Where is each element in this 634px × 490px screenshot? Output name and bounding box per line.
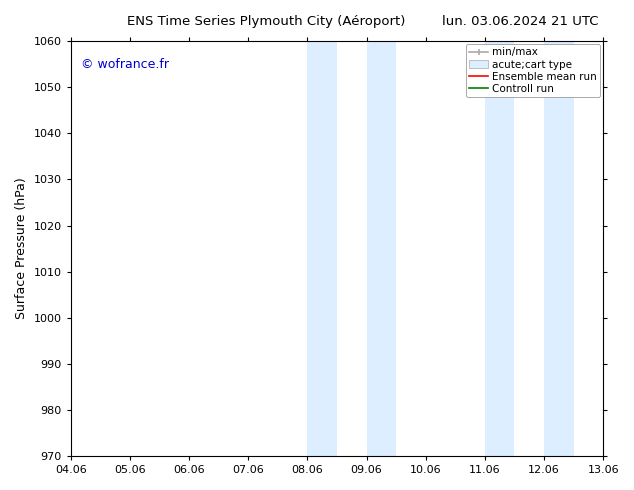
Legend: min/max, acute;cart type, Ensemble mean run, Controll run: min/max, acute;cart type, Ensemble mean … (466, 44, 600, 97)
Text: ENS Time Series Plymouth City (Aéroport): ENS Time Series Plymouth City (Aéroport) (127, 15, 406, 28)
Y-axis label: Surface Pressure (hPa): Surface Pressure (hPa) (15, 178, 28, 319)
Text: © wofrance.fr: © wofrance.fr (81, 58, 169, 71)
Text: lun. 03.06.2024 21 UTC: lun. 03.06.2024 21 UTC (442, 15, 598, 28)
Bar (366, 41, 396, 456)
Bar (485, 41, 514, 456)
Bar (307, 41, 337, 456)
Bar (544, 41, 574, 456)
